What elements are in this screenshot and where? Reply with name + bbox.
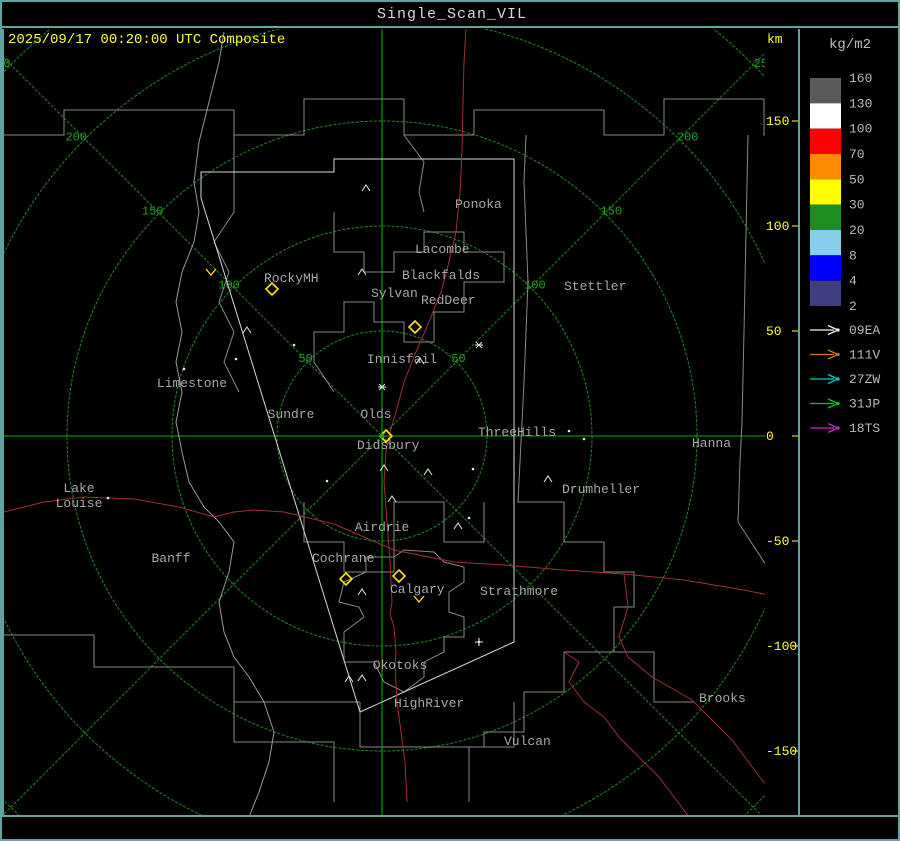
svg-text:150: 150: [600, 205, 622, 219]
svg-text:Lake: Lake: [63, 481, 94, 496]
svg-text:RedDeer: RedDeer: [421, 293, 476, 308]
svg-text:4: 4: [849, 274, 857, 289]
svg-text:-150: -150: [766, 744, 797, 759]
svg-text:Stettler: Stettler: [564, 279, 626, 294]
svg-text:Vulcan: Vulcan: [504, 734, 551, 749]
svg-text:160: 160: [849, 71, 872, 86]
svg-text:Innisfail: Innisfail: [367, 352, 437, 367]
svg-text:30: 30: [849, 198, 865, 213]
svg-text:2: 2: [849, 299, 857, 314]
svg-text:27ZW: 27ZW: [849, 372, 880, 387]
svg-text:Lacombe: Lacombe: [415, 242, 470, 257]
svg-text:-50: -50: [766, 534, 789, 549]
svg-text:Calgary: Calgary: [390, 582, 445, 597]
svg-text:Olds: Olds: [360, 407, 391, 422]
svg-text:18TS: 18TS: [849, 421, 880, 436]
svg-text:09EA: 09EA: [849, 323, 880, 338]
svg-text:150: 150: [766, 114, 789, 129]
svg-text:-100: -100: [766, 639, 797, 654]
svg-text:200: 200: [677, 131, 699, 145]
svg-text:50: 50: [451, 352, 465, 366]
svg-text:Banff: Banff: [151, 551, 190, 566]
svg-text:Brooks: Brooks: [699, 691, 746, 706]
svg-text:250: 250: [753, 57, 765, 71]
svg-text:0: 0: [766, 429, 774, 444]
svg-text:HighRiver: HighRiver: [394, 696, 464, 711]
svg-text:Blackfalds: Blackfalds: [402, 268, 480, 283]
svg-text:50: 50: [298, 352, 312, 366]
svg-text:50: 50: [849, 172, 865, 187]
svg-text:Sundre: Sundre: [268, 407, 315, 422]
svg-text:20: 20: [849, 223, 865, 238]
svg-text:250: 250: [4, 57, 11, 71]
svg-text:130: 130: [849, 96, 872, 111]
svg-text:Strathmore: Strathmore: [480, 584, 558, 599]
svg-text:150: 150: [142, 205, 164, 219]
svg-text:Okotoks: Okotoks: [373, 658, 428, 673]
svg-text:Ponoka: Ponoka: [455, 197, 502, 212]
svg-text:Sylvan: Sylvan: [371, 286, 418, 301]
svg-text:100: 100: [849, 122, 872, 137]
svg-text:111V: 111V: [849, 348, 880, 363]
svg-text:70: 70: [849, 147, 865, 162]
svg-text:Cochrane: Cochrane: [312, 551, 374, 566]
svg-text:200: 200: [65, 131, 87, 145]
svg-text:Drumheller: Drumheller: [562, 482, 640, 497]
svg-text:31JP: 31JP: [849, 397, 880, 412]
svg-text:Limestone: Limestone: [157, 376, 227, 391]
svg-text:100: 100: [766, 219, 789, 234]
svg-text:8: 8: [849, 248, 857, 263]
svg-text:Louise: Louise: [56, 496, 103, 511]
svg-text:Hanna: Hanna: [692, 436, 731, 451]
svg-text:Airdrie: Airdrie: [355, 520, 410, 535]
svg-text:ThreeHills: ThreeHills: [478, 425, 556, 440]
svg-text:50: 50: [766, 324, 782, 339]
